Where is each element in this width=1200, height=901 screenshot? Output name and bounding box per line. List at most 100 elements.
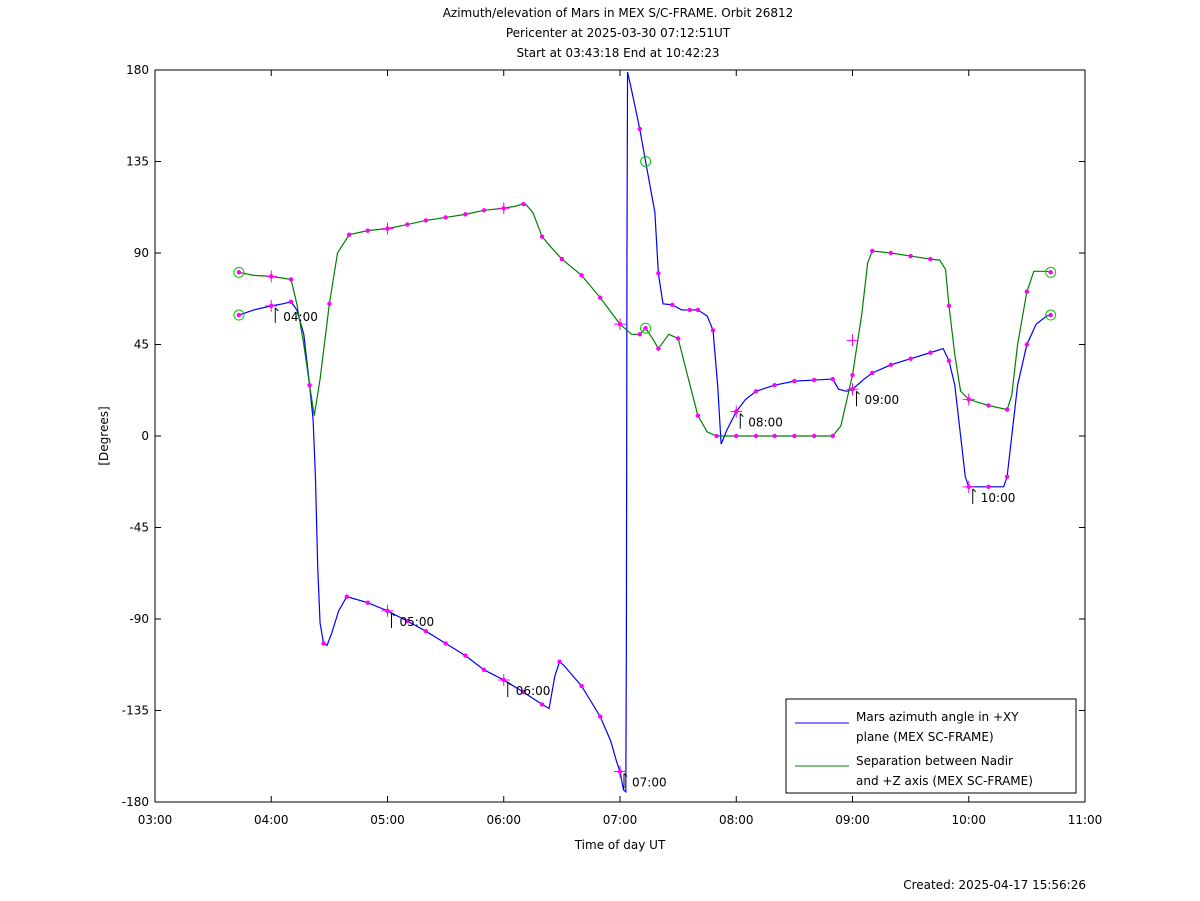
data-point-separation [405,222,410,227]
legend-label-separation-line-1: Separation between Nadir [856,754,1013,768]
hour-annotation: 09:00 [856,390,899,407]
x-tick-label: 11:00 [1068,813,1103,827]
y-tick-label: -90 [129,612,149,626]
data-point-azimuth [539,702,545,707]
created-timestamp: Created: 2025-04-17 15:56:26 [903,878,1086,892]
hour-annotation: 05:00 [391,612,435,629]
chart-title-line-2: Pericenter at 2025-03-30 07:12:51UT [506,26,731,40]
endpoint-circle-marker [233,309,245,321]
y-tick-label: 135 [126,155,149,169]
data-point-separation [888,250,894,256]
chart-title-line-3: Start at 03:43:18 End at 10:42:23 [516,46,719,60]
data-point-azimuth [423,629,429,634]
data-point-separation [1048,270,1053,275]
data-point-separation [327,301,332,307]
data-point-separation [288,277,294,282]
plot-frame [154,69,1086,803]
y-tick-label: -135 [122,704,149,718]
x-tick-label: 04:00 [254,813,289,827]
data-point-azimuth [656,271,661,276]
series-lines [238,71,1051,794]
hour-cross-marker [846,334,859,347]
hour-annotation-label: 10:00 [981,491,1016,505]
hour-annotation-label: 04:00 [283,310,318,324]
data-point-azimuth [908,356,913,361]
data-point-azimuth [443,641,448,646]
data-point-azimuth [670,302,675,308]
data-point-azimuth [557,659,562,664]
data-point-separation [734,433,739,439]
data-point-azimuth [598,714,603,719]
hour-cross-marker [846,383,859,396]
data-point-azimuth [753,389,759,394]
data-point-separation [579,273,584,278]
data-point-separation [850,372,855,378]
data-point-separation [637,332,642,337]
data-point-separation [946,303,952,309]
series-line-azimuth [238,71,1051,794]
data-point-azimuth [365,600,370,605]
data-point-azimuth [288,299,294,304]
y-tick-label: 0 [141,429,149,443]
data-point-separation [521,202,526,207]
x-axis-label: Time of day UT [574,838,666,852]
hour-annotation-label: 05:00 [400,615,435,629]
hour-cross-marker [265,270,278,283]
hour-cross-marker [497,674,510,686]
data-point-azimuth [928,350,933,355]
endpoint-circle-marker [233,266,245,278]
legend-label-azimuth-line-2: plane (MEX SC-FRAME) [856,730,994,744]
y-axis-label: [Degrees] [97,406,111,465]
endpoint-circle-marker [1045,309,1057,321]
data-point-separation [423,218,429,223]
x-tick-label: 10:00 [951,813,986,827]
x-tick-label: 07:00 [603,813,638,827]
hour-annotation-label: 07:00 [632,776,667,790]
data-point-azimuth [579,683,584,689]
hour-cross-marker [962,480,975,493]
endpoint-circle-marker [1045,266,1057,278]
series-line-separation [238,202,1051,437]
legend: Mars azimuth angle in +XY plane (MEX SC-… [785,698,1077,794]
data-point-azimuth [307,382,312,388]
data-point-azimuth [481,667,487,673]
data-point-separation [656,346,661,351]
data-point-azimuth [344,594,350,599]
legend-box [785,698,1077,794]
x-tick-label: 05:00 [370,813,405,827]
data-point-separation [643,326,648,331]
hour-annotation-label: 06:00 [516,684,551,698]
y-tick-label: 180 [126,63,149,77]
data-point-separation [675,336,681,341]
data-point-azimuth [637,126,642,132]
data-point-separation [1004,407,1010,412]
data-point-separation [830,433,835,439]
data-point-separation [598,295,603,300]
data-point-separation [811,433,817,439]
hour-annotations: 04:00 05:00 06:00 07:00 08:00 09:00 10:00 [274,307,1016,790]
data-point-azimuth [1024,342,1030,347]
data-point-azimuth [811,377,817,383]
x-tick-label: 09:00 [835,813,870,827]
data-point-separation [236,270,242,275]
data-point-azimuth [710,328,716,333]
hour-annotation: 10:00 [972,488,1016,505]
x-tick-label: 06:00 [486,813,521,827]
data-point-separation [365,228,370,233]
data-point-separation [559,256,565,262]
x-tick-label: 03:00 [138,813,173,827]
hour-cross-marker [381,604,394,617]
data-point-separation [928,256,933,262]
chart-title-line-1: Azimuth/elevation of Mars in MEX S/C-FRA… [443,6,794,20]
y-tick-label: 90 [134,246,149,260]
data-point-separation [1024,289,1030,294]
data-point-azimuth [986,484,991,490]
hour-annotation: 08:00 [739,413,783,430]
hour-cross-marker [497,202,510,215]
data-point-azimuth [870,370,875,376]
data-point-azimuth [830,376,835,382]
y-tick-label: 45 [134,338,149,352]
legend-label-separation-line-2: and +Z axis (MEX SC-FRAME) [856,774,1033,788]
data-point-azimuth [405,618,410,624]
